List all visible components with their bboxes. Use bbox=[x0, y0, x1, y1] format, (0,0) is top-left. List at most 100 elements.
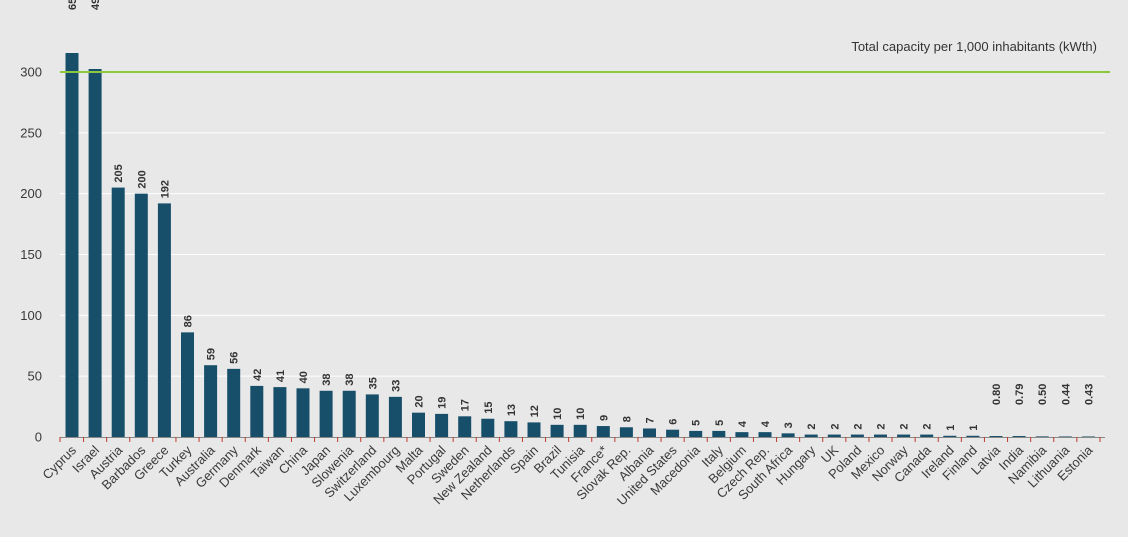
bar bbox=[65, 53, 79, 437]
value-label: 41 bbox=[275, 370, 287, 382]
value-label: 38 bbox=[321, 374, 333, 386]
value-label: 13 bbox=[506, 404, 518, 416]
x-axis bbox=[59, 437, 1105, 442]
value-label: 35 bbox=[367, 377, 379, 389]
value-label: 12 bbox=[529, 405, 541, 417]
bar bbox=[227, 368, 241, 437]
value-label: 5 bbox=[691, 420, 703, 426]
bar bbox=[827, 434, 841, 437]
value-label: 4 bbox=[760, 420, 772, 427]
bar bbox=[342, 390, 356, 437]
value-label: 6 bbox=[668, 419, 680, 425]
bar bbox=[689, 430, 703, 437]
bar bbox=[643, 428, 656, 437]
bar bbox=[573, 424, 587, 437]
bar bbox=[989, 436, 1003, 437]
value-label: 200 bbox=[136, 170, 148, 188]
value-label: 0.80 bbox=[991, 384, 1003, 405]
y-tick-label: 150 bbox=[20, 247, 42, 262]
bar bbox=[897, 434, 911, 437]
bar bbox=[619, 427, 633, 437]
value-label: 40 bbox=[298, 371, 310, 383]
bar bbox=[712, 430, 726, 437]
category-labels: CyprusIsraelAustriaBarbadosGreeceTurkeyA… bbox=[39, 442, 1096, 508]
value-label: 10 bbox=[552, 408, 564, 420]
bar bbox=[781, 433, 795, 437]
y-tick-label: 100 bbox=[20, 308, 42, 323]
bar bbox=[804, 434, 818, 437]
value-label: 38 bbox=[344, 374, 356, 386]
y-tick-label: 250 bbox=[20, 125, 42, 140]
value-label: 0.50 bbox=[1037, 384, 1049, 405]
bar bbox=[319, 390, 333, 437]
value-label: 498 bbox=[90, 0, 102, 10]
bar bbox=[481, 418, 495, 437]
bar bbox=[550, 424, 564, 437]
bar bbox=[1012, 436, 1026, 437]
value-label: 2 bbox=[806, 423, 818, 429]
bar bbox=[157, 203, 171, 437]
value-label: 7 bbox=[645, 417, 657, 423]
value-label: 2 bbox=[852, 423, 864, 429]
y-axis: 0 50 100 150 200 250 300 bbox=[20, 65, 42, 445]
y-tick-label: 300 bbox=[20, 65, 42, 80]
bar bbox=[273, 387, 287, 437]
value-label: 2 bbox=[899, 423, 911, 429]
value-label: 56 bbox=[229, 352, 241, 364]
bar bbox=[735, 432, 749, 437]
value-label: 86 bbox=[183, 315, 195, 327]
y-tick-label: 50 bbox=[28, 369, 42, 384]
bar bbox=[596, 426, 610, 437]
value-label: 17 bbox=[460, 399, 472, 411]
value-label: 192 bbox=[159, 180, 171, 198]
bar bbox=[388, 396, 402, 437]
bar bbox=[88, 69, 102, 437]
value-label: 3 bbox=[783, 422, 795, 428]
y-tick-label: 200 bbox=[20, 186, 42, 201]
bar bbox=[1081, 436, 1095, 437]
bar bbox=[1058, 436, 1072, 437]
value-label: 42 bbox=[252, 369, 264, 381]
bar bbox=[458, 416, 472, 437]
bar bbox=[850, 434, 864, 437]
bar bbox=[874, 434, 887, 437]
value-label: 2 bbox=[829, 423, 841, 429]
value-label: 657 bbox=[67, 0, 79, 10]
bar bbox=[527, 422, 541, 437]
bar bbox=[758, 432, 772, 437]
value-label: 1 bbox=[945, 425, 957, 431]
value-label: 59 bbox=[206, 348, 218, 360]
gridlines bbox=[60, 71, 1105, 377]
bar bbox=[365, 394, 379, 437]
bar bbox=[111, 187, 125, 437]
legend-label: Total capacity per 1,000 inhabitants (kW… bbox=[851, 39, 1097, 54]
bar bbox=[181, 332, 194, 437]
value-label: 8 bbox=[621, 416, 633, 422]
value-label: 0.43 bbox=[1083, 384, 1095, 405]
bar bbox=[920, 434, 934, 437]
value-label: 15 bbox=[483, 402, 495, 414]
bar bbox=[134, 193, 148, 437]
bar bbox=[966, 435, 980, 437]
value-label: 205 bbox=[113, 164, 125, 182]
bar bbox=[435, 413, 449, 437]
value-label: 2 bbox=[876, 423, 888, 429]
y-tick-label: 0 bbox=[35, 430, 42, 445]
value-label: 5 bbox=[714, 420, 726, 426]
value-label: 0.44 bbox=[1060, 383, 1072, 405]
value-label: 0.79 bbox=[1014, 384, 1026, 405]
bar bbox=[504, 421, 518, 437]
bar bbox=[296, 388, 310, 437]
value-label: 20 bbox=[414, 395, 426, 407]
value-label: 4 bbox=[737, 420, 749, 427]
value-label: 2 bbox=[922, 423, 934, 429]
bar bbox=[943, 435, 957, 437]
bar bbox=[204, 365, 218, 437]
bar bbox=[412, 412, 425, 437]
value-label: 33 bbox=[390, 380, 402, 392]
bar bbox=[1035, 436, 1049, 437]
value-label: 9 bbox=[598, 415, 610, 421]
value-label: 19 bbox=[437, 397, 449, 409]
